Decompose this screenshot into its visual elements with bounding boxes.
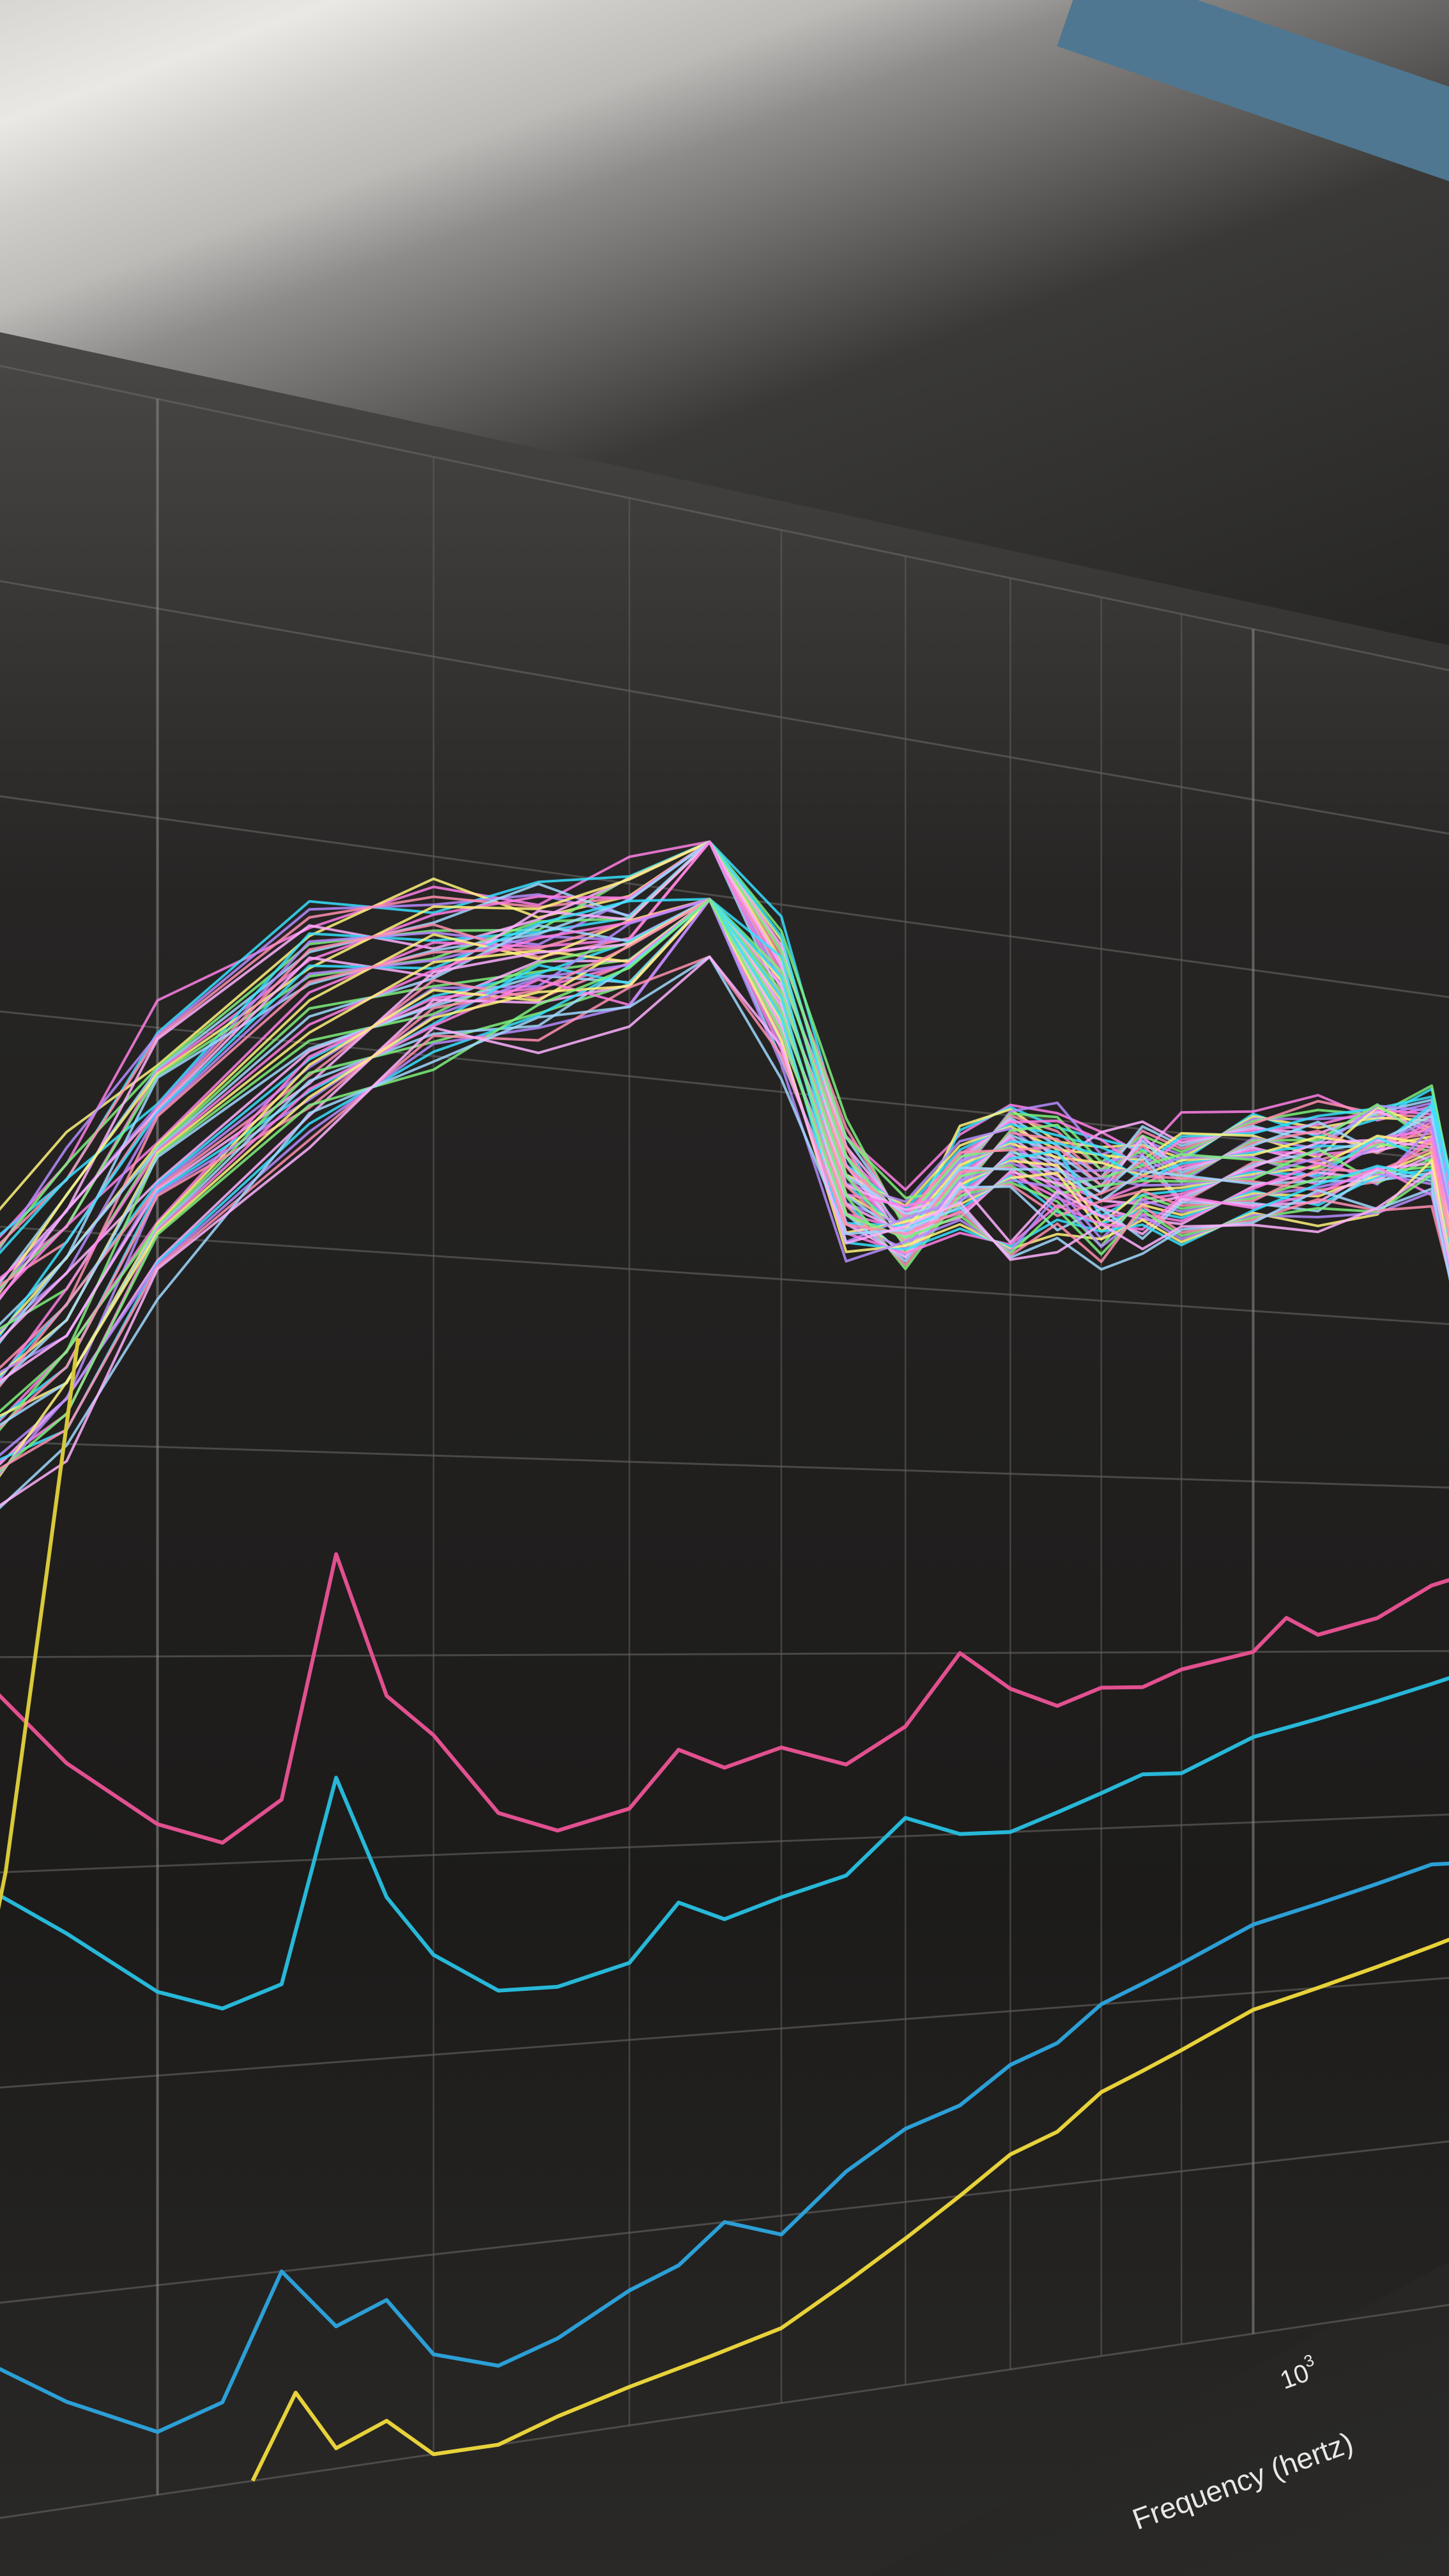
- x-tick-label: 103: [1275, 2350, 1322, 2395]
- grid-line-horizontal: [0, 795, 1449, 999]
- grid-line-horizontal: [0, 1650, 1449, 1659]
- bundle-curve: [0, 898, 1449, 1478]
- bundle-curve: [0, 955, 1449, 1507]
- grid-line-horizontal: [0, 2304, 1449, 2519]
- bundle-curve: [0, 898, 1449, 1370]
- series-lines: [0, 1338, 1449, 2482]
- plot-area: [0, 332, 1449, 2576]
- grid-line-horizontal: [0, 1813, 1449, 1874]
- series-line: [0, 1676, 1449, 2011]
- grid-line-horizontal: [0, 1441, 1449, 1489]
- curve-bundle: [0, 840, 1449, 1510]
- grid-line-horizontal: [0, 579, 1449, 835]
- series-line: [0, 1552, 1449, 1845]
- grid-line-horizontal: [0, 1225, 1449, 1326]
- series-line: [0, 1338, 80, 1910]
- grid-line-horizontal: [0, 1977, 1449, 2089]
- grid-line-horizontal: [0, 365, 1449, 671]
- x-axis-label: Frequency (hertz): [1128, 2425, 1358, 2536]
- series-line: [0, 1861, 1449, 2434]
- series-line: [250, 1937, 1449, 2482]
